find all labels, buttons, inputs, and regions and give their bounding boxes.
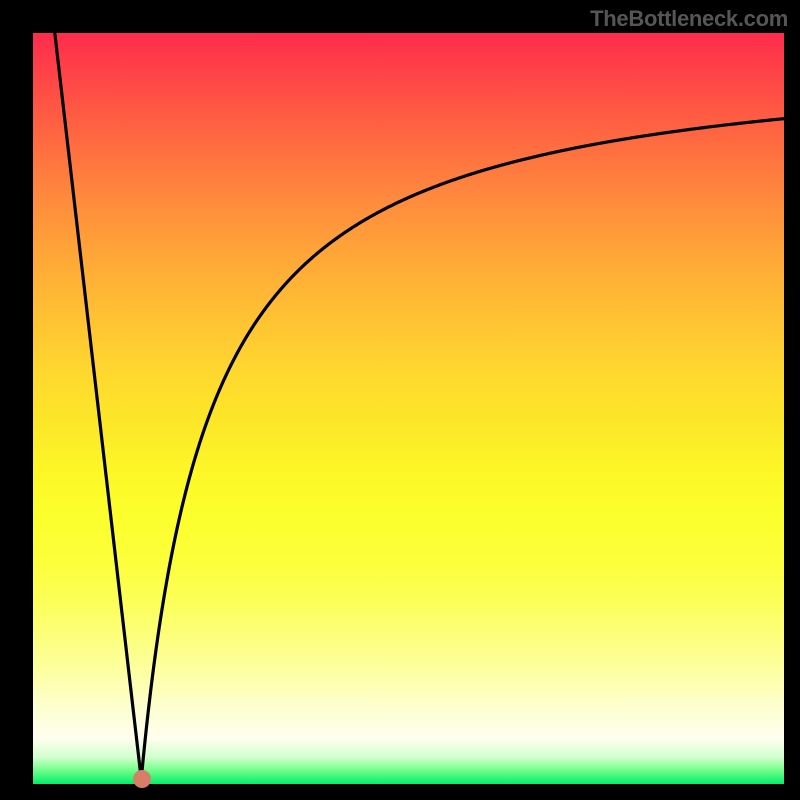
figure-frame: TheBottleneck.com xyxy=(0,0,800,800)
minimum-marker xyxy=(133,770,151,788)
watermark-text: TheBottleneck.com xyxy=(590,6,788,32)
bottleneck-curve xyxy=(33,33,784,784)
